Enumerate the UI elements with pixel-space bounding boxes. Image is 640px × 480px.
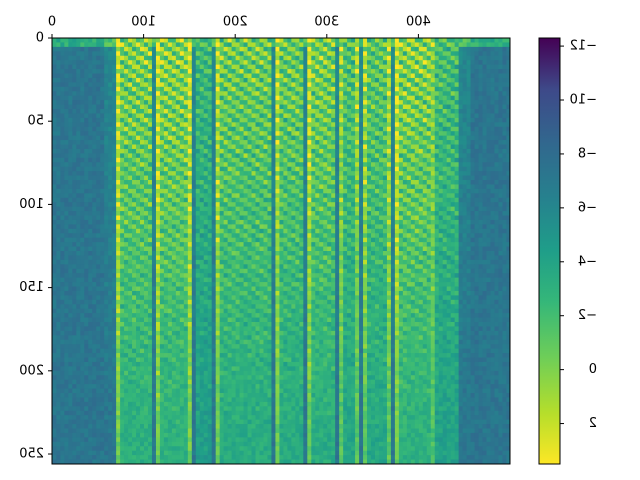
y-tick-label: 150 [19, 280, 44, 295]
colorbar-tick-label: −4 [578, 254, 597, 269]
x-tick-label: 300 [314, 15, 339, 30]
y-axis: 0 50 100 150 200 250 [19, 31, 52, 462]
x-tick-label: 100 [131, 15, 156, 30]
y-tick-label: 50 [27, 114, 44, 129]
plot-frame [51, 37, 511, 465]
x-axis: 0 100 200 300 400 [48, 15, 431, 38]
colorbar-tick-label: −2 [578, 308, 597, 323]
x-tick-label: 400 [406, 15, 431, 30]
x-tick-label: 0 [48, 15, 56, 30]
y-tick-label: 250 [19, 447, 44, 462]
colorbar-tick-label: −6 [578, 200, 597, 215]
colorbar-tick-label: −12 [570, 39, 597, 54]
colorbar-frame [538, 37, 561, 465]
colorbar-gradient [539, 38, 560, 464]
colorbar-tick-label: 0 [589, 362, 597, 377]
y-tick-label: 200 [19, 363, 44, 378]
colorbar-tick-label: −8 [578, 146, 597, 161]
colorbar-tick-label: 2 [589, 416, 597, 431]
plot-area [51, 37, 511, 465]
colorbar-tick-label: −10 [570, 93, 597, 108]
x-tick-label: 200 [223, 15, 248, 30]
spectrogram-heatmap [52, 38, 510, 464]
y-tick-label: 0 [36, 31, 44, 46]
colorbar: 2 0 −2 −4 −6 −8 −10 −12 [538, 37, 597, 465]
y-tick-label: 100 [19, 197, 44, 212]
